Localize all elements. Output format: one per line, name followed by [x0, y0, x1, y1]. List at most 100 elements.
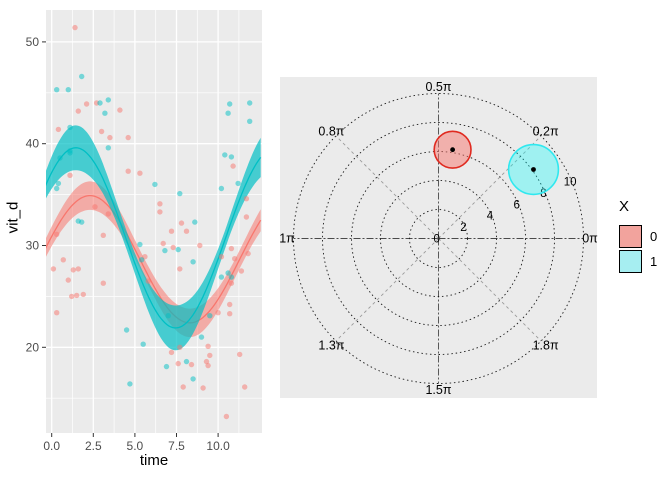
data-point: [157, 209, 163, 215]
polar-ring: [409, 209, 468, 268]
data-point: [237, 351, 243, 358]
data-point: [243, 214, 250, 220]
polar-spoke: [438, 238, 542, 342]
data-point: [205, 362, 211, 369]
data-point: [74, 292, 80, 299]
data-point: [117, 107, 123, 113]
polar-ring: [322, 122, 555, 355]
radius-label: 8: [540, 188, 546, 200]
data-point: [67, 172, 73, 178]
data-point: [227, 301, 233, 308]
y-tick-label: 40: [26, 137, 40, 151]
points-series-1: [54, 73, 253, 387]
x-tick-labels: 0.0 2.5 5.0 7.5 10.0: [43, 439, 230, 453]
smooth-layer: [46, 125, 262, 351]
data-point: [183, 358, 190, 365]
data-point: [227, 311, 233, 317]
smooth-line-1: [46, 147, 262, 329]
polar-phase-plot: 0π 0.2π 0.5π 0.8π 1π 1.3π 1.5π 1.8π 0 2 4 6 8 10: [279, 77, 598, 398]
data-point: [168, 228, 175, 234]
y-tick-label: 20: [26, 340, 40, 354]
theta-label: 0.8π: [318, 124, 344, 138]
data-point: [125, 168, 131, 174]
data-point: [168, 349, 175, 356]
radius-labels: 0 2 4 6 8 10: [433, 177, 576, 246]
x-tick-label: 0.0: [43, 439, 60, 453]
data-point: [54, 231, 60, 237]
polar-spokes: [293, 93, 584, 384]
data-point: [198, 334, 205, 340]
data-point: [177, 344, 183, 350]
data-point: [60, 257, 66, 263]
legend-swatch-1: [619, 250, 642, 273]
data-point: [152, 181, 158, 188]
data-point: [72, 24, 78, 31]
data-point: [165, 313, 171, 319]
data-point: [238, 268, 245, 274]
data-point: [200, 385, 206, 391]
data-point: [235, 180, 241, 187]
data-point: [137, 170, 143, 176]
polar-ring: [380, 180, 497, 297]
data-point: [188, 361, 195, 368]
data-point: [183, 228, 190, 234]
data-point: [228, 274, 235, 280]
data-point: [175, 360, 181, 367]
estimate-dot-1: [531, 167, 536, 172]
data-point: [80, 291, 87, 298]
data-point: [162, 247, 168, 254]
data-point: [190, 259, 196, 265]
data-point: [75, 266, 82, 272]
legend-label-1: 1: [650, 254, 658, 269]
data-point: [242, 384, 248, 390]
grid-major: [46, 10, 262, 433]
data-point: [247, 100, 253, 106]
data-point: [100, 232, 107, 238]
theta-label: 1.8π: [533, 339, 559, 353]
data-point: [207, 352, 213, 359]
data-point: [243, 196, 250, 202]
theta-label: 1.3π: [318, 339, 344, 353]
data-point: [105, 211, 112, 217]
x-tick-label: 2.5: [85, 439, 102, 453]
radius-label: 10: [564, 177, 577, 189]
data-point: [102, 110, 108, 116]
data-point: [137, 241, 143, 248]
y-tick-label: 30: [26, 239, 40, 253]
estimate-dot-0: [450, 147, 455, 153]
polar-ring: [293, 93, 584, 384]
data-point: [123, 327, 130, 333]
scatter-smooth-plot: 0.0 2.5 5.0 7.5 10.0 20 30 40 50: [26, 10, 262, 453]
data-point: [98, 128, 105, 135]
smooth-line-0: [46, 194, 262, 324]
data-point: [67, 150, 73, 156]
data-point: [92, 204, 98, 210]
data-point: [247, 118, 253, 125]
data-point: [79, 219, 85, 225]
legend: X 0 1: [619, 198, 657, 274]
theta-label: 1.5π: [425, 383, 451, 397]
data-point: [177, 190, 183, 197]
data-point: [69, 293, 75, 300]
data-point: [157, 201, 163, 207]
data-point: [67, 124, 73, 131]
radius-label: 4: [487, 211, 494, 223]
data-point: [55, 180, 62, 187]
data-point: [97, 100, 103, 106]
data-point: [70, 267, 77, 273]
y-tick-labels: 20 30 40 50: [26, 35, 40, 354]
x-tick-label: 5.0: [127, 439, 144, 453]
points-series-0: [50, 24, 251, 420]
data-point: [105, 145, 112, 151]
data-point: [207, 313, 213, 319]
data-point: [105, 97, 112, 103]
data-point: [55, 126, 62, 133]
y-tick-label: 50: [26, 35, 40, 49]
data-point: [225, 110, 231, 116]
data-point: [192, 219, 198, 225]
data-point: [218, 254, 225, 260]
data-point: [170, 244, 176, 251]
legend-label-0: 0: [650, 229, 658, 244]
data-point: [138, 257, 145, 263]
data-point: [197, 242, 203, 249]
